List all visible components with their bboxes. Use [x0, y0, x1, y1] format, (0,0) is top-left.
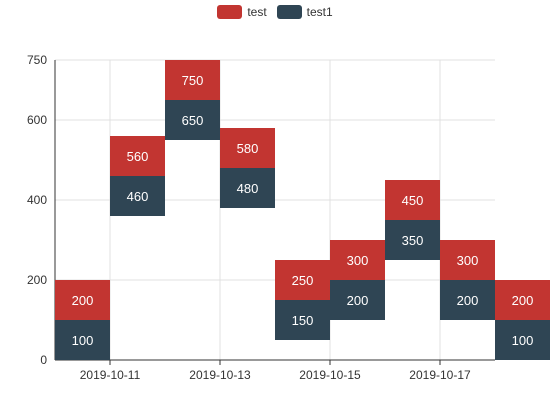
bar-value-label: 300 [457, 253, 479, 268]
bar-value-label: 450 [402, 193, 424, 208]
bar-value-label: 350 [402, 233, 424, 248]
legend-item-test[interactable]: test [217, 3, 267, 21]
x-tick-label: 2019-10-11 [80, 368, 141, 382]
bar-value-label: 200 [457, 293, 479, 308]
bar-test [220, 128, 275, 168]
bar-value-label: 200 [512, 293, 534, 308]
bar-test1 [440, 280, 495, 320]
bar-test [165, 60, 220, 100]
legend-swatch-test [217, 5, 243, 19]
bar-value-label: 480 [237, 181, 259, 196]
bar-test1 [275, 300, 330, 340]
bar-value-label: 100 [512, 333, 534, 348]
bar-test [440, 240, 495, 280]
x-tick-label: 2019-10-15 [299, 368, 361, 382]
bar-value-label: 150 [292, 313, 314, 328]
bar-value-label: 560 [127, 149, 149, 164]
x-tick-label: 2019-10-17 [409, 368, 471, 382]
legend: test test1 [0, 3, 550, 21]
y-tick-label: 0 [40, 353, 47, 367]
bar-value-label: 250 [292, 273, 314, 288]
bar-test [495, 280, 550, 320]
bar-test1 [495, 320, 550, 360]
legend-item-test1[interactable]: test1 [276, 3, 333, 21]
bar-test [275, 260, 330, 300]
bar-test1 [165, 100, 220, 140]
y-tick-label: 750 [27, 53, 47, 67]
y-tick-label: 400 [27, 193, 47, 207]
y-tick-label: 600 [27, 113, 47, 127]
x-tick-label: 2019-10-13 [189, 368, 251, 382]
bar-test1 [55, 320, 110, 360]
bar-value-label: 200 [347, 293, 369, 308]
y-tick-label: 200 [27, 273, 47, 287]
bar-test [110, 136, 165, 176]
bar-test1 [110, 176, 165, 216]
bar-value-label: 200 [72, 293, 94, 308]
bar-value-label: 460 [127, 189, 149, 204]
bar-value-label: 650 [182, 113, 204, 128]
bar-test [55, 280, 110, 320]
bar-test1 [385, 220, 440, 260]
bar-value-label: 750 [182, 73, 204, 88]
legend-label-test1: test1 [306, 5, 333, 19]
bar-test1 [330, 280, 385, 320]
bar-value-label: 100 [72, 333, 94, 348]
legend-swatch-test1 [276, 5, 302, 19]
bar-test [385, 180, 440, 220]
bar-value-label: 580 [237, 141, 259, 156]
bar-test1 [220, 168, 275, 208]
bar-test [330, 240, 385, 280]
legend-label-test: test [247, 5, 267, 19]
bar-value-label: 300 [347, 253, 369, 268]
